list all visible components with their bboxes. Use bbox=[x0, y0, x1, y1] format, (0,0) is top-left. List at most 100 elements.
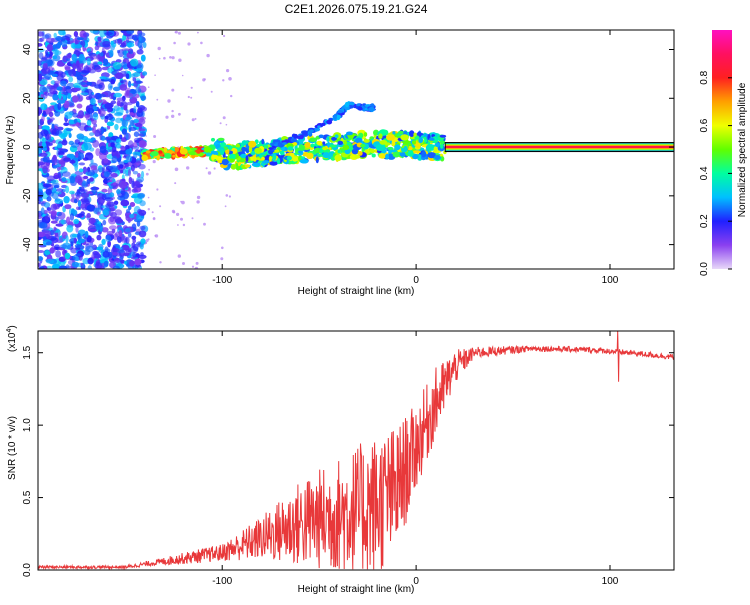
snr-scale-exponent: 4 bbox=[6, 329, 13, 333]
noise-blob bbox=[125, 132, 129, 141]
noise-blob bbox=[61, 171, 71, 177]
noise-blob bbox=[120, 145, 126, 152]
noise-blob bbox=[80, 211, 85, 216]
noise-blob bbox=[125, 73, 130, 80]
noise-blob bbox=[74, 44, 83, 49]
noise-blob bbox=[128, 80, 132, 88]
snr-y-label: SNR (10 * v/v) bbox=[7, 416, 18, 480]
sparse-point bbox=[210, 90, 213, 93]
noise-blob bbox=[52, 44, 58, 49]
sparse-point bbox=[190, 86, 193, 89]
sparse-point bbox=[148, 168, 151, 171]
noise-blob bbox=[69, 159, 76, 164]
signal-blob bbox=[399, 152, 406, 157]
y-tick-label: 0 bbox=[22, 144, 33, 150]
sparse-point bbox=[180, 217, 183, 221]
noise-blob bbox=[41, 67, 51, 74]
noise-blob bbox=[92, 139, 100, 148]
snr-series-line bbox=[38, 331, 674, 570]
sparse-point bbox=[228, 195, 231, 198]
noise-blob bbox=[136, 80, 142, 84]
noise-blob bbox=[65, 235, 69, 243]
noise-blob bbox=[124, 173, 129, 177]
noise-blob bbox=[81, 200, 91, 205]
noise-blob bbox=[38, 182, 45, 191]
noise-blob bbox=[140, 252, 144, 257]
noise-blob bbox=[107, 83, 113, 91]
noise-blob bbox=[138, 163, 146, 170]
noise-blob bbox=[133, 105, 137, 114]
noise-blob bbox=[126, 30, 135, 35]
noise-blob bbox=[40, 94, 44, 98]
signal-blob bbox=[316, 140, 323, 146]
noise-blob bbox=[84, 111, 90, 115]
noise-blob bbox=[38, 60, 43, 66]
noise-blob bbox=[77, 200, 82, 207]
sparse-point bbox=[163, 56, 166, 60]
noise-blob bbox=[42, 147, 48, 151]
noise-blob bbox=[66, 40, 71, 45]
noise-blob bbox=[132, 170, 139, 175]
noise-blob bbox=[95, 223, 101, 230]
snr-scale-label: (x104) bbox=[6, 325, 18, 352]
noise-blob bbox=[38, 212, 41, 217]
noise-blob bbox=[58, 159, 66, 165]
noise-blob bbox=[140, 54, 146, 62]
sparse-point bbox=[222, 79, 225, 82]
noise-blob bbox=[63, 157, 71, 162]
signal-blob bbox=[310, 143, 315, 148]
noise-blob bbox=[79, 125, 86, 131]
signal-blob bbox=[309, 137, 318, 143]
noise-blob bbox=[138, 128, 146, 132]
noise-blob bbox=[61, 139, 68, 146]
noise-blob bbox=[116, 100, 121, 107]
noise-blob bbox=[104, 102, 113, 110]
noise-blob bbox=[133, 131, 140, 137]
noise-blob bbox=[46, 175, 56, 181]
noise-blob bbox=[40, 103, 48, 111]
sparse-point bbox=[173, 41, 176, 45]
noise-blob bbox=[46, 196, 52, 202]
branch-blob bbox=[308, 130, 312, 135]
noise-blob bbox=[102, 219, 107, 226]
noise-blob bbox=[88, 222, 93, 226]
noise-blob bbox=[81, 70, 90, 74]
spectrogram-data bbox=[38, 30, 674, 269]
spectrogram-panel: -100 0 100 -40 -20 0 20 40 Height of straight l… bbox=[5, 29, 675, 297]
y-tick-label: 1.5 bbox=[22, 345, 33, 359]
noise-blob bbox=[103, 171, 110, 178]
signal-blob bbox=[298, 144, 305, 151]
signal-blob bbox=[414, 135, 420, 140]
branch-blob bbox=[368, 107, 376, 112]
figure-title: C2E1.2026.075.19.21.G24 bbox=[285, 2, 428, 16]
sparse-point bbox=[177, 254, 181, 258]
signal-blob bbox=[300, 156, 306, 160]
signal-blob bbox=[392, 151, 401, 158]
y-tick-label: 0.5 bbox=[22, 490, 33, 504]
signal-blob bbox=[319, 147, 324, 154]
signal-blob bbox=[261, 138, 265, 145]
signal-blob bbox=[289, 152, 295, 158]
colorbar-tick-label: 0.4 bbox=[699, 166, 710, 180]
noise-blob bbox=[60, 244, 68, 249]
noise-blob bbox=[115, 117, 123, 124]
noise-blob bbox=[101, 238, 106, 245]
noise-blob bbox=[101, 135, 106, 141]
noise-blob bbox=[41, 125, 50, 131]
noise-blob bbox=[48, 111, 54, 118]
noise-blob bbox=[68, 76, 74, 83]
x-tick-label: -100 bbox=[212, 275, 232, 286]
branch-blob bbox=[336, 110, 343, 114]
sparse-point bbox=[165, 115, 169, 119]
signal-blob bbox=[424, 138, 428, 143]
noise-blob bbox=[58, 133, 66, 138]
noise-blob bbox=[126, 42, 135, 48]
branch-blob bbox=[321, 122, 326, 127]
noise-blob bbox=[112, 252, 119, 256]
sparse-point bbox=[167, 99, 171, 103]
signal-blob bbox=[164, 153, 172, 159]
signal-blob bbox=[241, 146, 247, 152]
noise-blob bbox=[38, 161, 46, 166]
spectrogram-y-label: Frequency (Hz) bbox=[5, 116, 16, 185]
noise-blob bbox=[121, 48, 131, 52]
